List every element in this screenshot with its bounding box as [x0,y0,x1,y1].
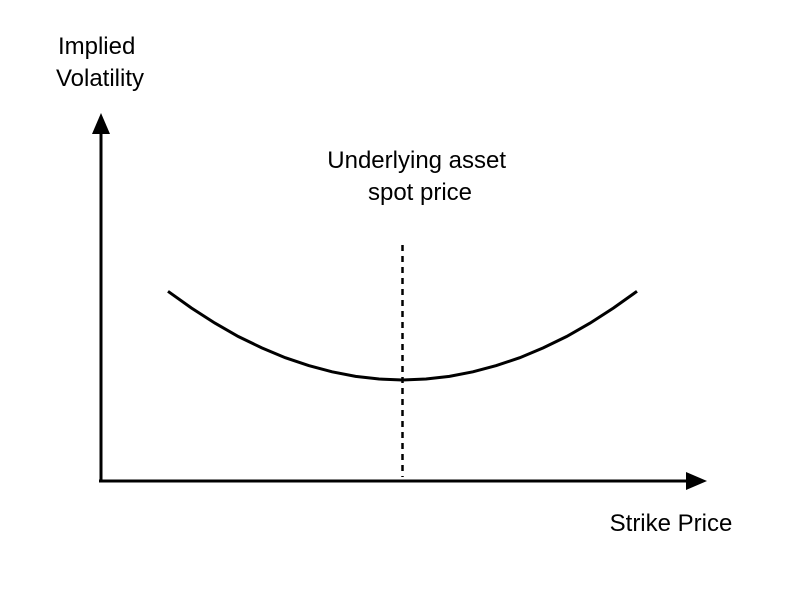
spot-price-annotation-line-2: spot price [368,179,472,206]
y-axis [92,113,110,481]
volatility-smile-curve [167,290,638,382]
x-axis-label: Strike Price [610,510,733,537]
spot-price-annotation-line-1: Underlying asset [327,147,506,174]
x-axis [99,472,707,490]
x-axis-arrowhead [686,472,707,490]
y-axis-label-line-1: Implied [58,33,135,60]
y-axis-label-line-2: Volatility [56,65,144,92]
y-axis-arrowhead [92,113,110,134]
y-axis-label: Implied Volatility [56,33,144,92]
spot-price-annotation: Underlying asset spot price [327,147,512,206]
